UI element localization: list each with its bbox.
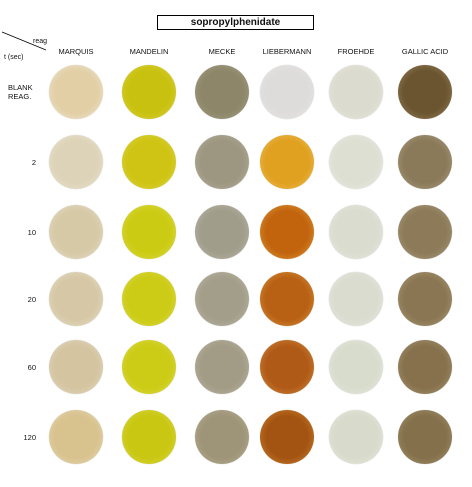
spot-well: [329, 135, 383, 189]
spot-well: [260, 340, 314, 394]
spot-well: [398, 135, 452, 189]
page-title: sopropylphenidate: [190, 17, 281, 28]
column-header-mandelin: MANDELIN: [129, 47, 169, 56]
row-label: 10: [27, 228, 36, 237]
spot-well: [260, 410, 314, 464]
spot-well: [122, 272, 176, 326]
row-label: BLANK REAG.: [8, 83, 33, 101]
spot-well: [49, 272, 103, 326]
spot-well: [122, 340, 176, 394]
title-box: sopropylphenidate: [157, 15, 314, 30]
spot-well: [329, 340, 383, 394]
column-header-mecke: MECKE: [208, 47, 236, 56]
spot-well: [49, 205, 103, 259]
spot-well: [260, 272, 314, 326]
spot-well: [49, 65, 103, 119]
spot-well: [49, 340, 103, 394]
diagonal-divider: [1, 31, 47, 51]
spot-well: [398, 410, 452, 464]
row-label: 60: [27, 363, 36, 372]
reagent-axis-label: reag: [33, 38, 48, 45]
corner-header: reag t (sec): [0, 30, 50, 64]
spot-well: [260, 135, 314, 189]
spot-well: [122, 65, 176, 119]
spot-well: [122, 135, 176, 189]
spot-well: [122, 410, 176, 464]
spot-well: [195, 272, 249, 326]
spot-well: [329, 205, 383, 259]
spot-well: [260, 205, 314, 259]
row-label: 20: [27, 295, 36, 304]
column-header-froehde: FROEHDE: [337, 47, 375, 56]
column-header-marquis: MARQUIS: [58, 47, 94, 56]
spot-well: [195, 410, 249, 464]
time-axis-label: t (sec): [4, 54, 24, 61]
spot-well: [195, 340, 249, 394]
spot-well: [195, 205, 249, 259]
spot-well: [49, 135, 103, 189]
row-label: 120: [23, 433, 36, 442]
spot-well: [260, 65, 314, 119]
spot-well: [122, 205, 176, 259]
spot-well: [329, 272, 383, 326]
spot-well: [195, 135, 249, 189]
spot-well: [398, 205, 452, 259]
spot-well: [398, 340, 452, 394]
spot-well: [195, 65, 249, 119]
spot-well: [398, 65, 452, 119]
row-label: 2: [31, 158, 36, 167]
column-header-gallic-acid: GALLIC ACID: [401, 47, 449, 56]
column-header-liebermann: LIEBERMANN: [262, 47, 312, 56]
spot-well: [329, 65, 383, 119]
spot-well: [49, 410, 103, 464]
spot-well: [329, 410, 383, 464]
spot-well: [398, 272, 452, 326]
